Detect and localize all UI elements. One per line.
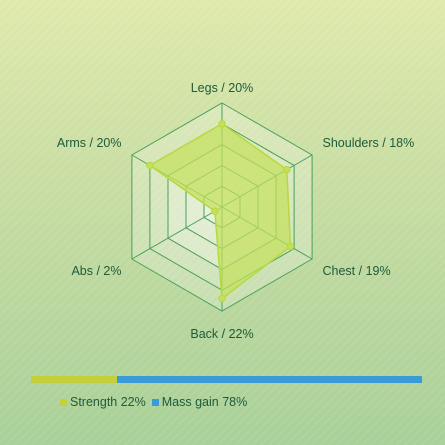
- legend-swatch-mass-gain: [151, 398, 159, 406]
- data-point-abs: [211, 207, 219, 215]
- split-bar-strength: [31, 376, 118, 383]
- axis-label-shoulders: Shoulders / 18%: [323, 136, 415, 150]
- radar-series: [146, 120, 295, 303]
- data-point-legs: [218, 120, 226, 128]
- legend-item-mass-gain: Mass gain 78%: [151, 395, 248, 409]
- axis-label-abs: Abs / 2%: [71, 264, 121, 278]
- axis-label-arms: Arms / 20%: [57, 136, 122, 150]
- data-point-back: [218, 294, 226, 303]
- axis-label-legs: Legs / 20%: [191, 81, 254, 95]
- data-point-shoulders: [283, 165, 291, 174]
- spoke-abs: [131, 206, 223, 260]
- radar-axis-labels: Legs / 20% Shoulders / 18% Chest / 19% Back…: [57, 81, 414, 341]
- legend-label-strength: Strength 22%: [70, 395, 146, 409]
- data-point-chest: [286, 242, 295, 251]
- data-point-arms: [146, 161, 154, 170]
- legend: Strength 22% Mass gain 78%: [60, 395, 247, 409]
- legend-swatch-strength: [60, 398, 67, 406]
- legend-label-mass-gain: Mass gain 78%: [161, 395, 248, 409]
- legend-item-strength: Strength 22%: [60, 395, 146, 409]
- split-bar: [31, 376, 422, 383]
- axis-label-back: Back / 22%: [190, 327, 253, 341]
- axis-label-chest: Chest / 19%: [323, 264, 391, 278]
- split-bar-mass-gain: [117, 376, 422, 383]
